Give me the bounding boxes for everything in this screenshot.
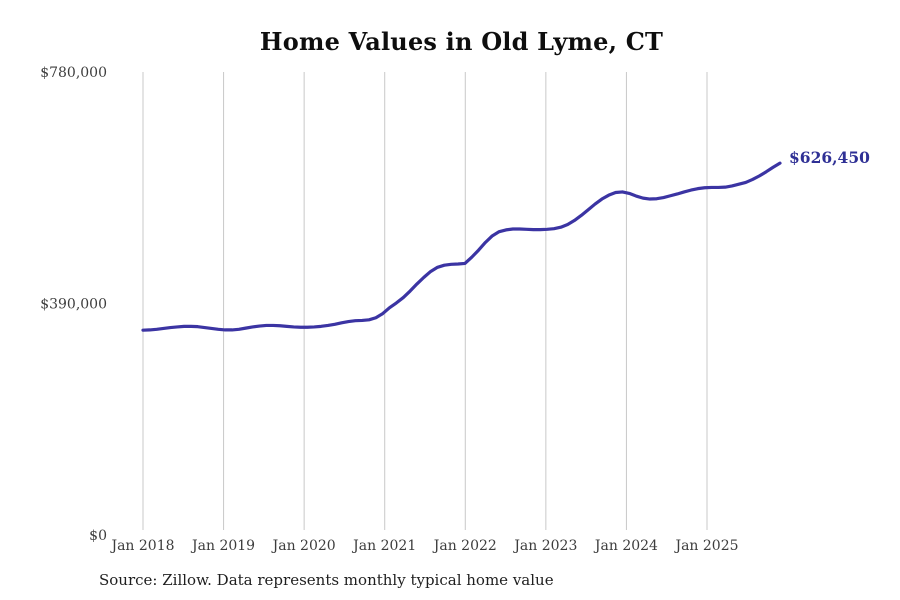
x-axis-tick-label: Jan 2022 — [432, 538, 497, 554]
latest-value-label: $626,450 — [789, 148, 870, 167]
y-axis-tick-label: $780,000 — [40, 65, 107, 81]
home-value-series-line — [141, 161, 782, 332]
x-axis-tick-label: Jan 2024 — [593, 538, 658, 554]
chart-title: Home Values in Old Lyme, CT — [259, 27, 664, 56]
source-note: Source: Zillow. Data represents monthly … — [99, 571, 554, 589]
x-axis-tick-label: Jan 2018 — [109, 538, 174, 554]
x-axis-tick-label: Jan 2019 — [190, 538, 255, 554]
y-axis-tick-label: $390,000 — [40, 297, 107, 313]
y-axis-tick-label: $0 — [89, 528, 107, 544]
x-axis-tick-label: Jan 2020 — [271, 538, 336, 554]
x-axis-tick-label: Jan 2023 — [512, 538, 577, 554]
x-axis-tick-label: Jan 2025 — [673, 538, 738, 554]
x-axis-tick-label: Jan 2021 — [351, 538, 416, 554]
